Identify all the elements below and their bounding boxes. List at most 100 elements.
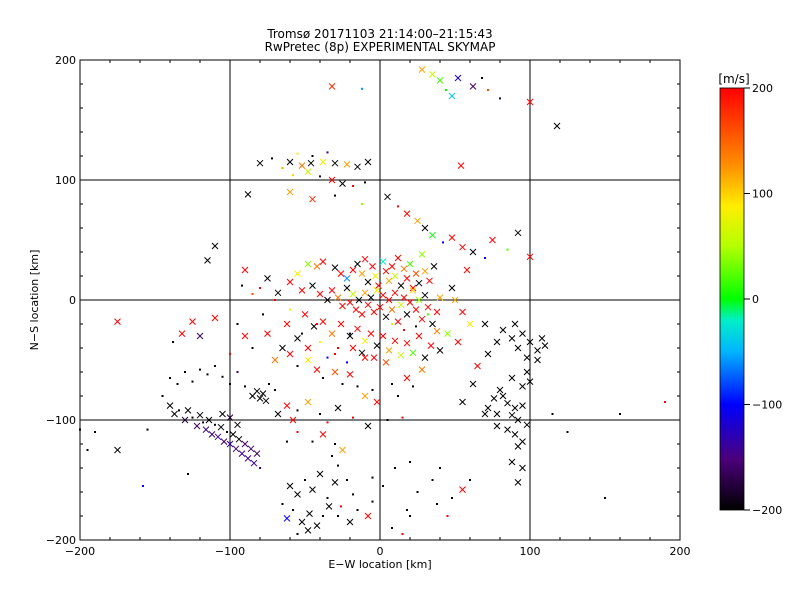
colorbar-tick-label: 100 <box>752 188 773 201</box>
data-point-dot <box>311 155 314 157</box>
data-point-dot <box>316 323 318 325</box>
data-point-cross <box>388 263 396 270</box>
data-point-cross <box>304 260 312 268</box>
data-point-cross <box>241 332 249 340</box>
cross-stroke <box>421 354 429 361</box>
data-point-cross <box>421 224 429 232</box>
cross-stroke <box>325 503 333 510</box>
data-point-cross <box>382 359 390 366</box>
data-point-dot <box>178 409 180 412</box>
cross-stroke <box>193 422 201 430</box>
cross-stroke <box>286 158 294 166</box>
cross-stroke <box>493 422 501 430</box>
cross-stroke <box>364 301 372 309</box>
cross-stroke <box>526 98 534 106</box>
data-point-cross <box>262 397 270 405</box>
cross-stroke <box>244 191 252 198</box>
x-tick-label: 100 <box>520 545 541 558</box>
data-point-cross <box>385 277 393 285</box>
y-tick-label: −100 <box>46 414 76 427</box>
cross-stroke <box>511 431 519 438</box>
cross-stroke <box>526 338 534 346</box>
data-point-cross <box>406 260 414 268</box>
data-point-cross <box>373 287 381 294</box>
cross-stroke <box>294 491 301 498</box>
data-point-cross <box>294 335 301 342</box>
cross-stroke <box>166 402 174 409</box>
data-point-cross <box>298 162 306 169</box>
cross-stroke <box>394 254 402 262</box>
data-point-cross <box>459 243 466 251</box>
cross-stroke <box>346 518 354 526</box>
cross-stroke <box>418 66 426 73</box>
data-point-cross <box>304 356 312 364</box>
cross-stroke <box>372 272 379 280</box>
data-point-cross <box>459 308 466 316</box>
cross-stroke <box>283 515 291 522</box>
data-point-cross <box>367 330 375 337</box>
data-point-dot <box>401 416 404 419</box>
data-point-dot <box>304 479 306 481</box>
cross-stroke <box>406 299 414 306</box>
data-point-cross <box>114 446 121 454</box>
data-point-cross <box>274 289 282 297</box>
data-point-dot <box>161 395 164 397</box>
data-point-cross <box>504 399 511 407</box>
data-point-dot <box>337 464 339 467</box>
data-point-cross <box>309 195 316 203</box>
cross-stroke <box>376 303 384 311</box>
data-point-cross <box>379 258 387 265</box>
data-point-dot <box>361 203 363 205</box>
cross-stroke <box>418 251 426 258</box>
cross-stroke <box>364 278 372 286</box>
data-point-cross <box>436 294 444 301</box>
data-point-cross <box>339 446 346 454</box>
data-point-cross <box>178 330 186 337</box>
cross-stroke <box>463 266 471 274</box>
data-point-cross <box>526 338 534 346</box>
cross-stroke <box>339 446 346 454</box>
data-point-cross <box>313 263 321 270</box>
data-point-cross <box>328 176 336 184</box>
data-point-cross <box>184 407 192 414</box>
data-point-cross <box>256 159 264 167</box>
cross-stroke <box>415 279 423 287</box>
data-point-cross <box>304 527 312 534</box>
data-point-dot <box>352 185 354 187</box>
data-point-dot <box>311 440 314 443</box>
data-point-cross <box>313 366 321 373</box>
cross-stroke <box>369 263 376 270</box>
data-point-cross <box>202 426 210 433</box>
data-point-cross <box>361 392 369 400</box>
data-point-cross <box>339 302 346 310</box>
data-point-cross <box>193 422 201 430</box>
data-point-dot <box>331 455 333 457</box>
data-point-dot <box>406 509 408 511</box>
data-point-cross <box>171 410 178 418</box>
data-point-dot <box>386 419 389 421</box>
cross-stroke <box>343 284 351 292</box>
data-point-cross <box>457 162 465 169</box>
data-point-dot <box>664 401 666 403</box>
y-tick-label: 100 <box>55 174 76 187</box>
data-point-cross <box>331 479 339 486</box>
data-point-dot <box>191 380 194 383</box>
data-point-cross <box>394 254 402 262</box>
data-point-cross <box>358 311 366 318</box>
data-point-dot <box>499 97 501 100</box>
cross-stroke <box>307 159 315 167</box>
cross-stroke <box>504 426 511 433</box>
chart-subtitle: RwPretec (8p) EXPERIMENTAL SKYMAP <box>265 40 496 54</box>
data-point-dot <box>356 509 359 511</box>
cross-stroke <box>375 282 382 289</box>
data-point-cross <box>319 318 327 325</box>
data-point-dot <box>296 152 299 155</box>
cross-stroke <box>328 330 336 337</box>
data-point-cross <box>247 445 255 453</box>
data-point-cross <box>241 266 249 274</box>
cross-stroke <box>403 311 411 318</box>
data-point-cross <box>454 74 462 82</box>
data-point-cross <box>334 294 342 301</box>
data-point-cross <box>514 479 522 486</box>
cross-stroke <box>337 320 345 328</box>
